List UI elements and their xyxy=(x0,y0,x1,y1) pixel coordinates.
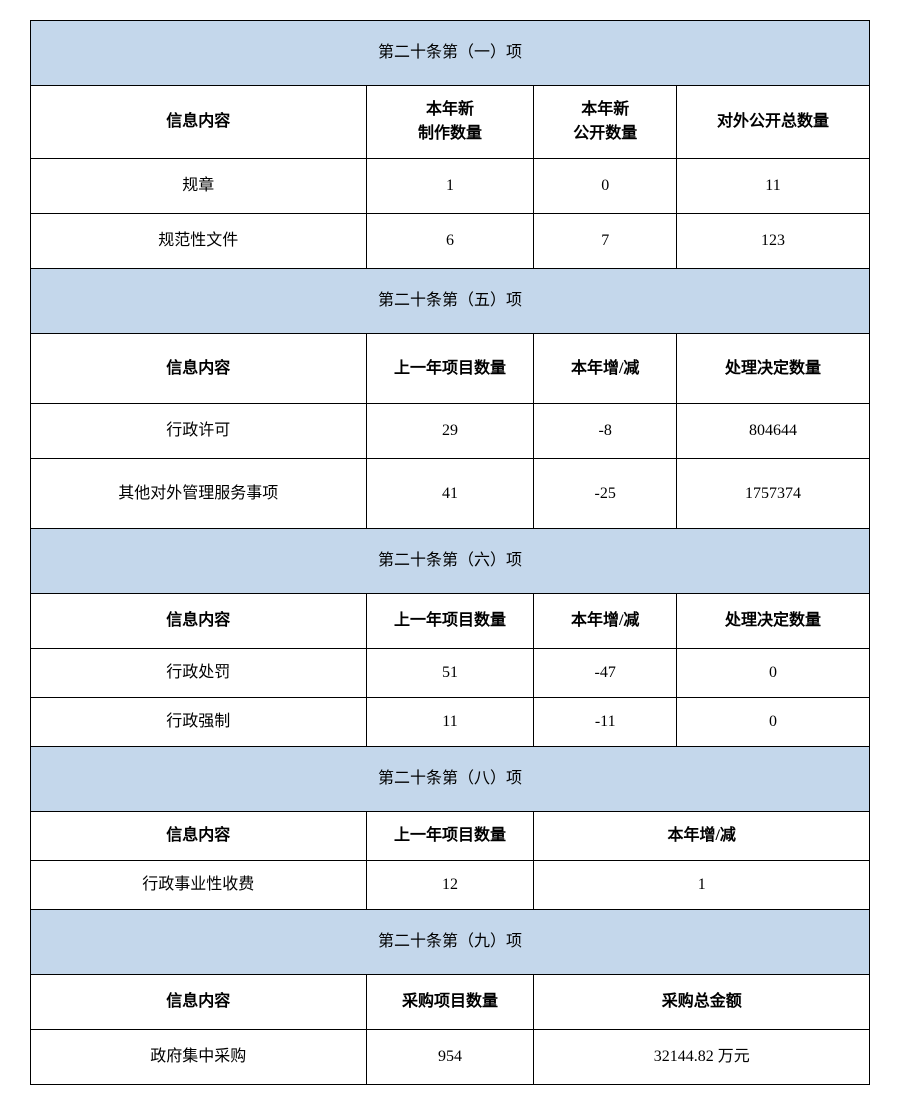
s1-h-c3: 本年新 公开数量 xyxy=(534,86,677,159)
s5-h-c2: 上一年项目数量 xyxy=(366,334,534,404)
s1-h-c1: 信息内容 xyxy=(31,86,367,159)
section-8-title: 第二十条第（八）项 xyxy=(31,747,870,812)
s6-h-c1: 信息内容 xyxy=(31,594,367,649)
s5-r1-v2: -25 xyxy=(534,459,677,529)
s1-h-c3b: 公开数量 xyxy=(538,122,672,146)
s1-r0-label: 规章 xyxy=(31,159,367,214)
s9-r0-label: 政府集中采购 xyxy=(31,1030,367,1085)
s9-h-c3: 采购总金额 xyxy=(534,975,870,1030)
section-6-title: 第二十条第（六）项 xyxy=(31,529,870,594)
s1-r0-v2: 0 xyxy=(534,159,677,214)
s1-r0-v1: 1 xyxy=(366,159,534,214)
s8-h-c3: 本年增/减 xyxy=(534,812,870,861)
s5-h-c1: 信息内容 xyxy=(31,334,367,404)
s5-r0-v3: 804644 xyxy=(677,404,870,459)
s9-h-c1: 信息内容 xyxy=(31,975,367,1030)
s1-h-c2b: 制作数量 xyxy=(371,122,530,146)
s6-r1-v3: 0 xyxy=(677,698,870,747)
s9-h-c2: 采购项目数量 xyxy=(366,975,534,1030)
s1-h-c3a: 本年新 xyxy=(538,98,672,122)
s6-r1-v1: 11 xyxy=(366,698,534,747)
section-1-title: 第二十条第（一）项 xyxy=(31,21,870,86)
s8-r0-v1: 12 xyxy=(366,861,534,910)
s6-h-c3: 本年增/减 xyxy=(534,594,677,649)
s6-r0-v2: -47 xyxy=(534,649,677,698)
s1-h-c2: 本年新 制作数量 xyxy=(366,86,534,159)
s5-r0-v2: -8 xyxy=(534,404,677,459)
s1-h-c2a: 本年新 xyxy=(371,98,530,122)
s6-r1-label: 行政强制 xyxy=(31,698,367,747)
s6-r0-label: 行政处罚 xyxy=(31,649,367,698)
s9-r0-v1: 954 xyxy=(366,1030,534,1085)
s1-r0-v3: 11 xyxy=(677,159,870,214)
s5-h-c4: 处理决定数量 xyxy=(677,334,870,404)
s6-r0-v3: 0 xyxy=(677,649,870,698)
s6-r1-v2: -11 xyxy=(534,698,677,747)
section-5-title: 第二十条第（五）项 xyxy=(31,269,870,334)
s8-r0-label: 行政事业性收费 xyxy=(31,861,367,910)
s5-r0-label: 行政许可 xyxy=(31,404,367,459)
s1-h-c4: 对外公开总数量 xyxy=(677,86,870,159)
s8-r0-v2: 1 xyxy=(534,861,870,910)
s1-r1-v1: 6 xyxy=(366,214,534,269)
s6-h-c2: 上一年项目数量 xyxy=(366,594,534,649)
s1-r1-label: 规范性文件 xyxy=(31,214,367,269)
s5-r1-v1: 41 xyxy=(366,459,534,529)
s9-r0-v2: 32144.82 万元 xyxy=(534,1030,870,1085)
report-table: 第二十条第（一）项 信息内容 本年新 制作数量 本年新 公开数量 对外公开总数量… xyxy=(30,20,870,1085)
s5-h-c3: 本年增/减 xyxy=(534,334,677,404)
section-9-title: 第二十条第（九）项 xyxy=(31,910,870,975)
s6-h-c4: 处理决定数量 xyxy=(677,594,870,649)
s5-r1-v3: 1757374 xyxy=(677,459,870,529)
s8-h-c1: 信息内容 xyxy=(31,812,367,861)
s1-r1-v3: 123 xyxy=(677,214,870,269)
s6-r0-v1: 51 xyxy=(366,649,534,698)
s8-h-c2: 上一年项目数量 xyxy=(366,812,534,861)
s1-r1-v2: 7 xyxy=(534,214,677,269)
s5-r0-v1: 29 xyxy=(366,404,534,459)
s5-r1-label: 其他对外管理服务事项 xyxy=(31,459,367,529)
